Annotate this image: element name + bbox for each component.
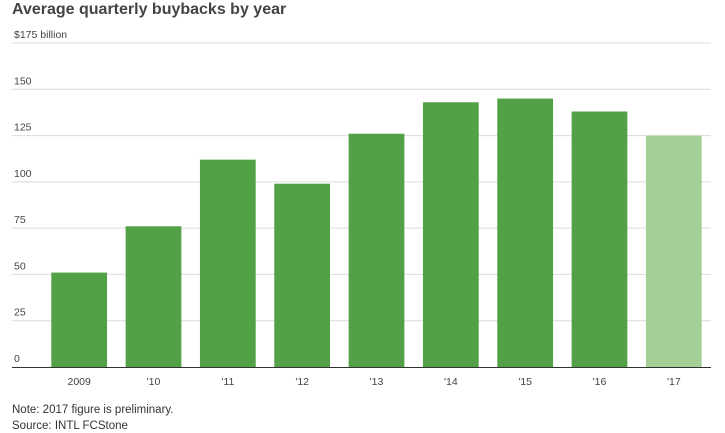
bar-chart: 0 25 50 75 100 125 150 $175 billion 2009 '10 '11 '1… [12, 29, 711, 388]
x-tick-label: '15 [518, 376, 532, 388]
x-tick-label: '13 [370, 376, 384, 388]
y-tick-label: 100 [14, 168, 32, 180]
x-tick-label: '12 [295, 376, 309, 388]
y-tick-label: $175 billion [14, 29, 67, 41]
y-tick-label: 25 [14, 307, 26, 319]
bar [125, 226, 182, 367]
y-tick-label: 75 [14, 214, 26, 226]
y-tick-label: 0 [14, 353, 20, 365]
bar [497, 98, 554, 368]
bar [274, 183, 331, 367]
chart-source: Source: INTL FCStone [12, 420, 128, 432]
x-tick-label: '17 [667, 376, 681, 388]
bar [571, 111, 628, 367]
bar [51, 272, 108, 367]
chart-note: Note: 2017 figure is preliminary. [12, 404, 174, 416]
x-tick-label: '10 [147, 376, 161, 388]
x-tick-label: 2009 [67, 376, 91, 388]
x-tick-label: '16 [593, 376, 607, 388]
x-tick-label: '11 [221, 376, 234, 388]
y-tick-label: 150 [14, 75, 32, 87]
chart-title: Average quarterly buybacks by year [12, 1, 287, 18]
y-tick-label: 125 [14, 122, 32, 134]
y-tick-label: 50 [14, 260, 26, 272]
bar [645, 135, 702, 367]
x-tick-label: '14 [444, 376, 458, 388]
bar [199, 159, 256, 367]
bar [422, 102, 479, 367]
bar [348, 133, 405, 367]
